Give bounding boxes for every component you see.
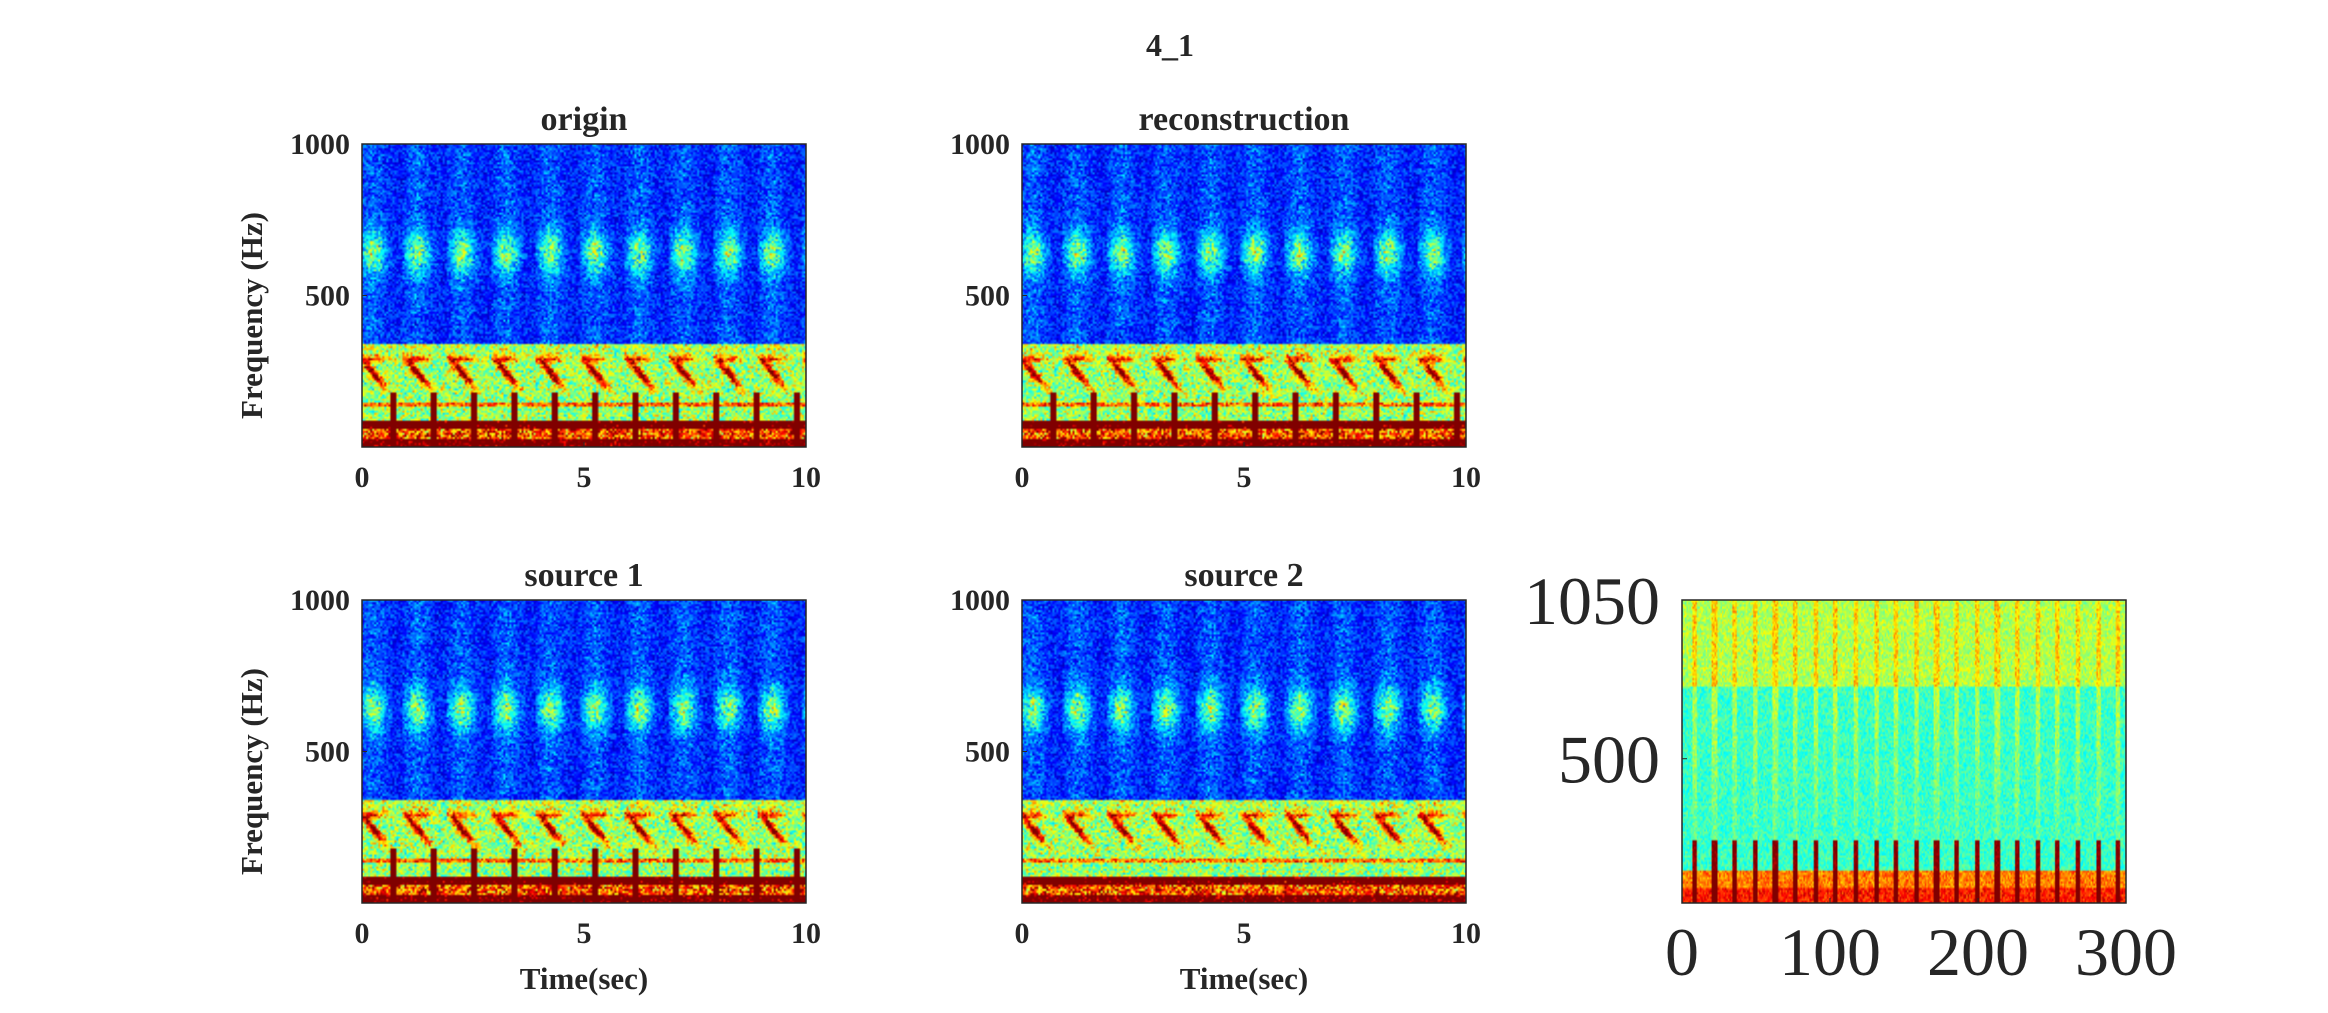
spectrogram-image — [362, 144, 806, 447]
y-tick-label: 1000 — [950, 128, 1010, 161]
spectrogram-image — [1682, 600, 2126, 903]
axes-box — [1681, 599, 2127, 904]
panel-title: source 2 — [1184, 557, 1303, 594]
panel-title: origin — [541, 101, 628, 138]
panel-2: 0 5 10 500 1000 reconstruction — [950, 101, 1481, 494]
x-tick-label: 5 — [1237, 917, 1252, 950]
y-tick-label: 500 — [965, 280, 1010, 313]
panel-3: 0 5 10 500 1000 source 1 Time(sec) Frequency (H… — [234, 557, 821, 996]
x-tick-label: 10 — [1451, 461, 1481, 494]
x-tick-label: 0 — [355, 461, 370, 494]
x-tick-label: 0 — [1015, 917, 1030, 950]
x-tick-label: 0 — [1015, 461, 1030, 494]
y-tick-label: 1000 — [290, 584, 350, 617]
x-tick-label: 5 — [1237, 461, 1252, 494]
y-tick-label: 500 — [305, 736, 350, 769]
x-tick-label: 0 — [1665, 914, 1699, 990]
x-tick-label: 10 — [791, 917, 821, 950]
y-tick-label: 500 — [1558, 722, 1660, 798]
x-tick-label: 5 — [577, 917, 592, 950]
y-axis-label: Frequency (Hz) — [234, 212, 269, 419]
x-axis-label: Time(sec) — [520, 961, 649, 996]
panel-title: source 1 — [524, 557, 643, 594]
x-tick-label: 100 — [1779, 914, 1881, 990]
panel-4: 0 5 10 500 1000 source 2 Time(sec) — [950, 557, 1481, 996]
y-tick-label: 1050 — [1524, 563, 1660, 639]
spectrogram-image — [1022, 144, 1466, 447]
y-axis-label: Frequency (Hz) — [234, 668, 269, 875]
y-tick-label: 500 — [965, 736, 1010, 769]
panel-title: reconstruction — [1139, 101, 1350, 138]
x-tick-label: 5 — [577, 461, 592, 494]
x-tick-label: 0 — [355, 917, 370, 950]
x-tick-label: 200 — [1927, 914, 2029, 990]
y-tick-label: 1000 — [290, 128, 350, 161]
figure-title: 4_1 — [1146, 27, 1194, 63]
x-tick-label: 300 — [2075, 914, 2177, 990]
y-tick-label: 500 — [305, 280, 350, 313]
spectrogram-image — [362, 600, 806, 903]
x-tick-label: 10 — [1451, 917, 1481, 950]
x-axis-label: Time(sec) — [1180, 961, 1309, 996]
panel-1: 0 5 10 500 1000 origin Frequency (Hz) — [234, 101, 821, 494]
spectrogram-image — [1022, 600, 1466, 903]
y-tick-label: 1000 — [950, 584, 1010, 617]
x-tick-label: 10 — [791, 461, 821, 494]
panel-5: 0 100 200 300 500 1050 — [1524, 563, 2177, 990]
